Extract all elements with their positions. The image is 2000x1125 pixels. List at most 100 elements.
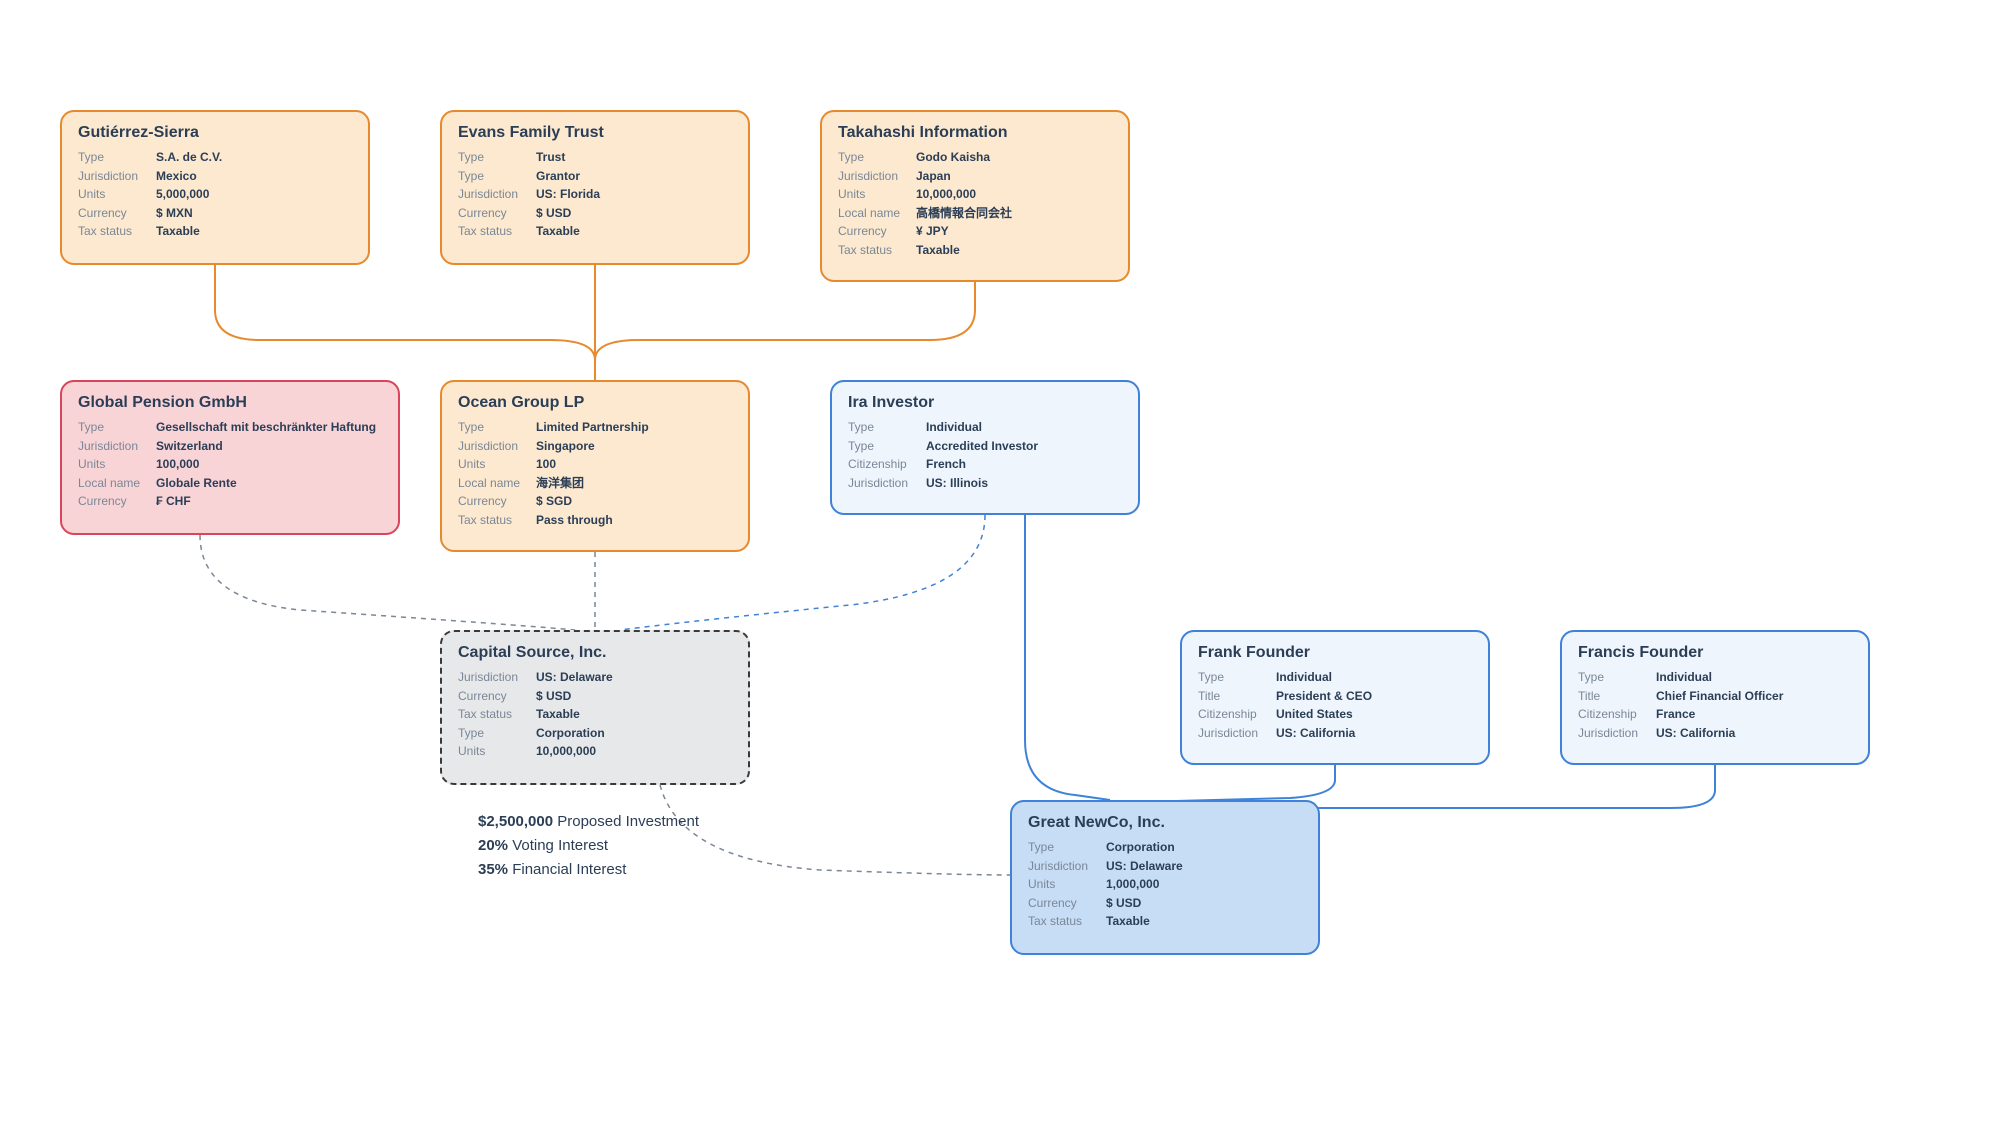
field-label: Jurisdiction bbox=[78, 437, 156, 456]
edge-2 bbox=[595, 282, 975, 380]
node-title: Gutiérrez-Sierra bbox=[78, 124, 352, 142]
field-label: Type bbox=[458, 167, 536, 186]
field-row: JurisdictionUS: California bbox=[1198, 724, 1472, 743]
field-value: Individual bbox=[1656, 668, 1712, 687]
field-label: Units bbox=[78, 455, 156, 474]
field-value: United States bbox=[1276, 705, 1353, 724]
field-label: Units bbox=[458, 742, 536, 761]
field-label: Jurisdiction bbox=[458, 185, 536, 204]
field-row: CitizenshipFrench bbox=[848, 455, 1122, 474]
field-value: Japan bbox=[916, 167, 951, 186]
field-value: US: Delaware bbox=[536, 668, 613, 687]
field-label: Citizenship bbox=[848, 455, 926, 474]
field-row: CitizenshipFrance bbox=[1578, 705, 1852, 724]
field-value: Globale Rente bbox=[156, 474, 237, 493]
field-row: Local name海洋集团 bbox=[458, 474, 732, 493]
field-row: JurisdictionSwitzerland bbox=[78, 437, 382, 456]
field-row: Currency$ SGD bbox=[458, 492, 732, 511]
field-row: JurisdictionSingapore bbox=[458, 437, 732, 456]
field-label: Units bbox=[838, 185, 916, 204]
field-label: Currency bbox=[458, 204, 536, 223]
field-label: Tax status bbox=[78, 222, 156, 241]
field-value: US: Florida bbox=[536, 185, 600, 204]
field-row: Units100 bbox=[458, 455, 732, 474]
field-row: TypeGesellschaft mit beschränkter Haftun… bbox=[78, 418, 382, 437]
field-label: Type bbox=[458, 418, 536, 437]
field-row: Units5,000,000 bbox=[78, 185, 352, 204]
field-row: Currency$ USD bbox=[458, 687, 732, 706]
field-label: Units bbox=[78, 185, 156, 204]
field-value: French bbox=[926, 455, 966, 474]
field-value: Limited Partnership bbox=[536, 418, 649, 437]
node-title: Frank Founder bbox=[1198, 644, 1472, 662]
field-label: Local name bbox=[458, 474, 536, 493]
node-francis[interactable]: Francis FounderTypeIndividualTitleChief … bbox=[1560, 630, 1870, 765]
field-value: S.A. de C.V. bbox=[156, 148, 222, 167]
node-title: Evans Family Trust bbox=[458, 124, 732, 142]
field-value: 10,000,000 bbox=[916, 185, 976, 204]
field-label: Local name bbox=[78, 474, 156, 493]
node-title: Takahashi Information bbox=[838, 124, 1112, 142]
edge-9 bbox=[660, 785, 1010, 875]
field-value: 5,000,000 bbox=[156, 185, 209, 204]
field-label: Tax status bbox=[1028, 912, 1106, 931]
field-label: Jurisdiction bbox=[458, 668, 536, 687]
node-evans[interactable]: Evans Family Trust TypeTrustTypeGrantorJu… bbox=[440, 110, 750, 265]
investment-line: 20% Voting Interest bbox=[478, 834, 699, 858]
field-value: France bbox=[1656, 705, 1695, 724]
field-value: Godo Kaisha bbox=[916, 148, 990, 167]
field-value: 海洋集团 bbox=[536, 474, 584, 493]
field-value: Trust bbox=[536, 148, 565, 167]
field-label: Type bbox=[458, 724, 536, 743]
edge-0 bbox=[215, 265, 595, 380]
field-row: TypeS.A. de C.V. bbox=[78, 148, 352, 167]
field-value: $ SGD bbox=[536, 492, 572, 511]
field-row: JurisdictionJapan bbox=[838, 167, 1112, 186]
field-row: Units100,000 bbox=[78, 455, 382, 474]
node-global[interactable]: Global Pension GmbHTypeGesellschaft mit … bbox=[60, 380, 400, 535]
node-takahashi[interactable]: Takahashi Information TypeGodo KaishaJuri… bbox=[820, 110, 1130, 282]
field-row: Tax statusTaxable bbox=[1028, 912, 1302, 931]
field-value: Individual bbox=[926, 418, 982, 437]
field-value: Taxable bbox=[536, 705, 580, 724]
edge-7 bbox=[1140, 765, 1335, 802]
field-value: Switzerland bbox=[156, 437, 223, 456]
field-label: Tax status bbox=[458, 222, 536, 241]
node-capital[interactable]: Capital Source, Inc. JurisdictionUS: Dela… bbox=[440, 630, 750, 785]
field-label: Jurisdiction bbox=[1028, 857, 1106, 876]
field-value: US: Illinois bbox=[926, 474, 988, 493]
field-label: Tax status bbox=[458, 511, 536, 530]
field-label: Jurisdiction bbox=[1578, 724, 1656, 743]
field-label: Currency bbox=[78, 492, 156, 511]
field-label: Type bbox=[78, 148, 156, 167]
field-label: Citizenship bbox=[1198, 705, 1276, 724]
field-value: US: California bbox=[1656, 724, 1735, 743]
investment-line: 35% Financial Interest bbox=[478, 858, 699, 882]
node-ira[interactable]: Ira InvestorTypeIndividualTypeAccredited… bbox=[830, 380, 1140, 515]
field-row: Local name高橋情報合同会社 bbox=[838, 204, 1112, 223]
field-row: TypeGrantor bbox=[458, 167, 732, 186]
field-value: Chief Financial Officer bbox=[1656, 687, 1783, 706]
node-title: Great NewCo, Inc. bbox=[1028, 814, 1302, 832]
field-label: Jurisdiction bbox=[848, 474, 926, 493]
node-frank[interactable]: Frank FounderTypeIndividualTitlePresiden… bbox=[1180, 630, 1490, 765]
node-gutierrez[interactable]: Gutiérrez-Sierra TypeS.A. de C.V.Jurisdic… bbox=[60, 110, 370, 265]
node-newco[interactable]: Great NewCo, Inc.TypeCorporationJurisdic… bbox=[1010, 800, 1320, 955]
field-value: 1,000,000 bbox=[1106, 875, 1159, 894]
field-label: Type bbox=[1578, 668, 1656, 687]
field-row: TypeGodo Kaisha bbox=[838, 148, 1112, 167]
field-value: Taxable bbox=[156, 222, 200, 241]
field-row: Units10,000,000 bbox=[838, 185, 1112, 204]
field-value: 100 bbox=[536, 455, 556, 474]
field-row: JurisdictionMexico bbox=[78, 167, 352, 186]
field-label: Local name bbox=[838, 204, 916, 223]
field-value: Individual bbox=[1276, 668, 1332, 687]
field-label: Tax status bbox=[458, 705, 536, 724]
node-title: Ira Investor bbox=[848, 394, 1122, 412]
field-value: President & CEO bbox=[1276, 687, 1372, 706]
node-title: Capital Source, Inc. bbox=[458, 644, 732, 662]
node-ocean[interactable]: Ocean Group LPTypeLimited PartnershipJur… bbox=[440, 380, 750, 552]
investment-line: $2,500,000 Proposed Investment bbox=[478, 810, 699, 834]
field-label: Jurisdiction bbox=[78, 167, 156, 186]
field-label: Citizenship bbox=[1578, 705, 1656, 724]
